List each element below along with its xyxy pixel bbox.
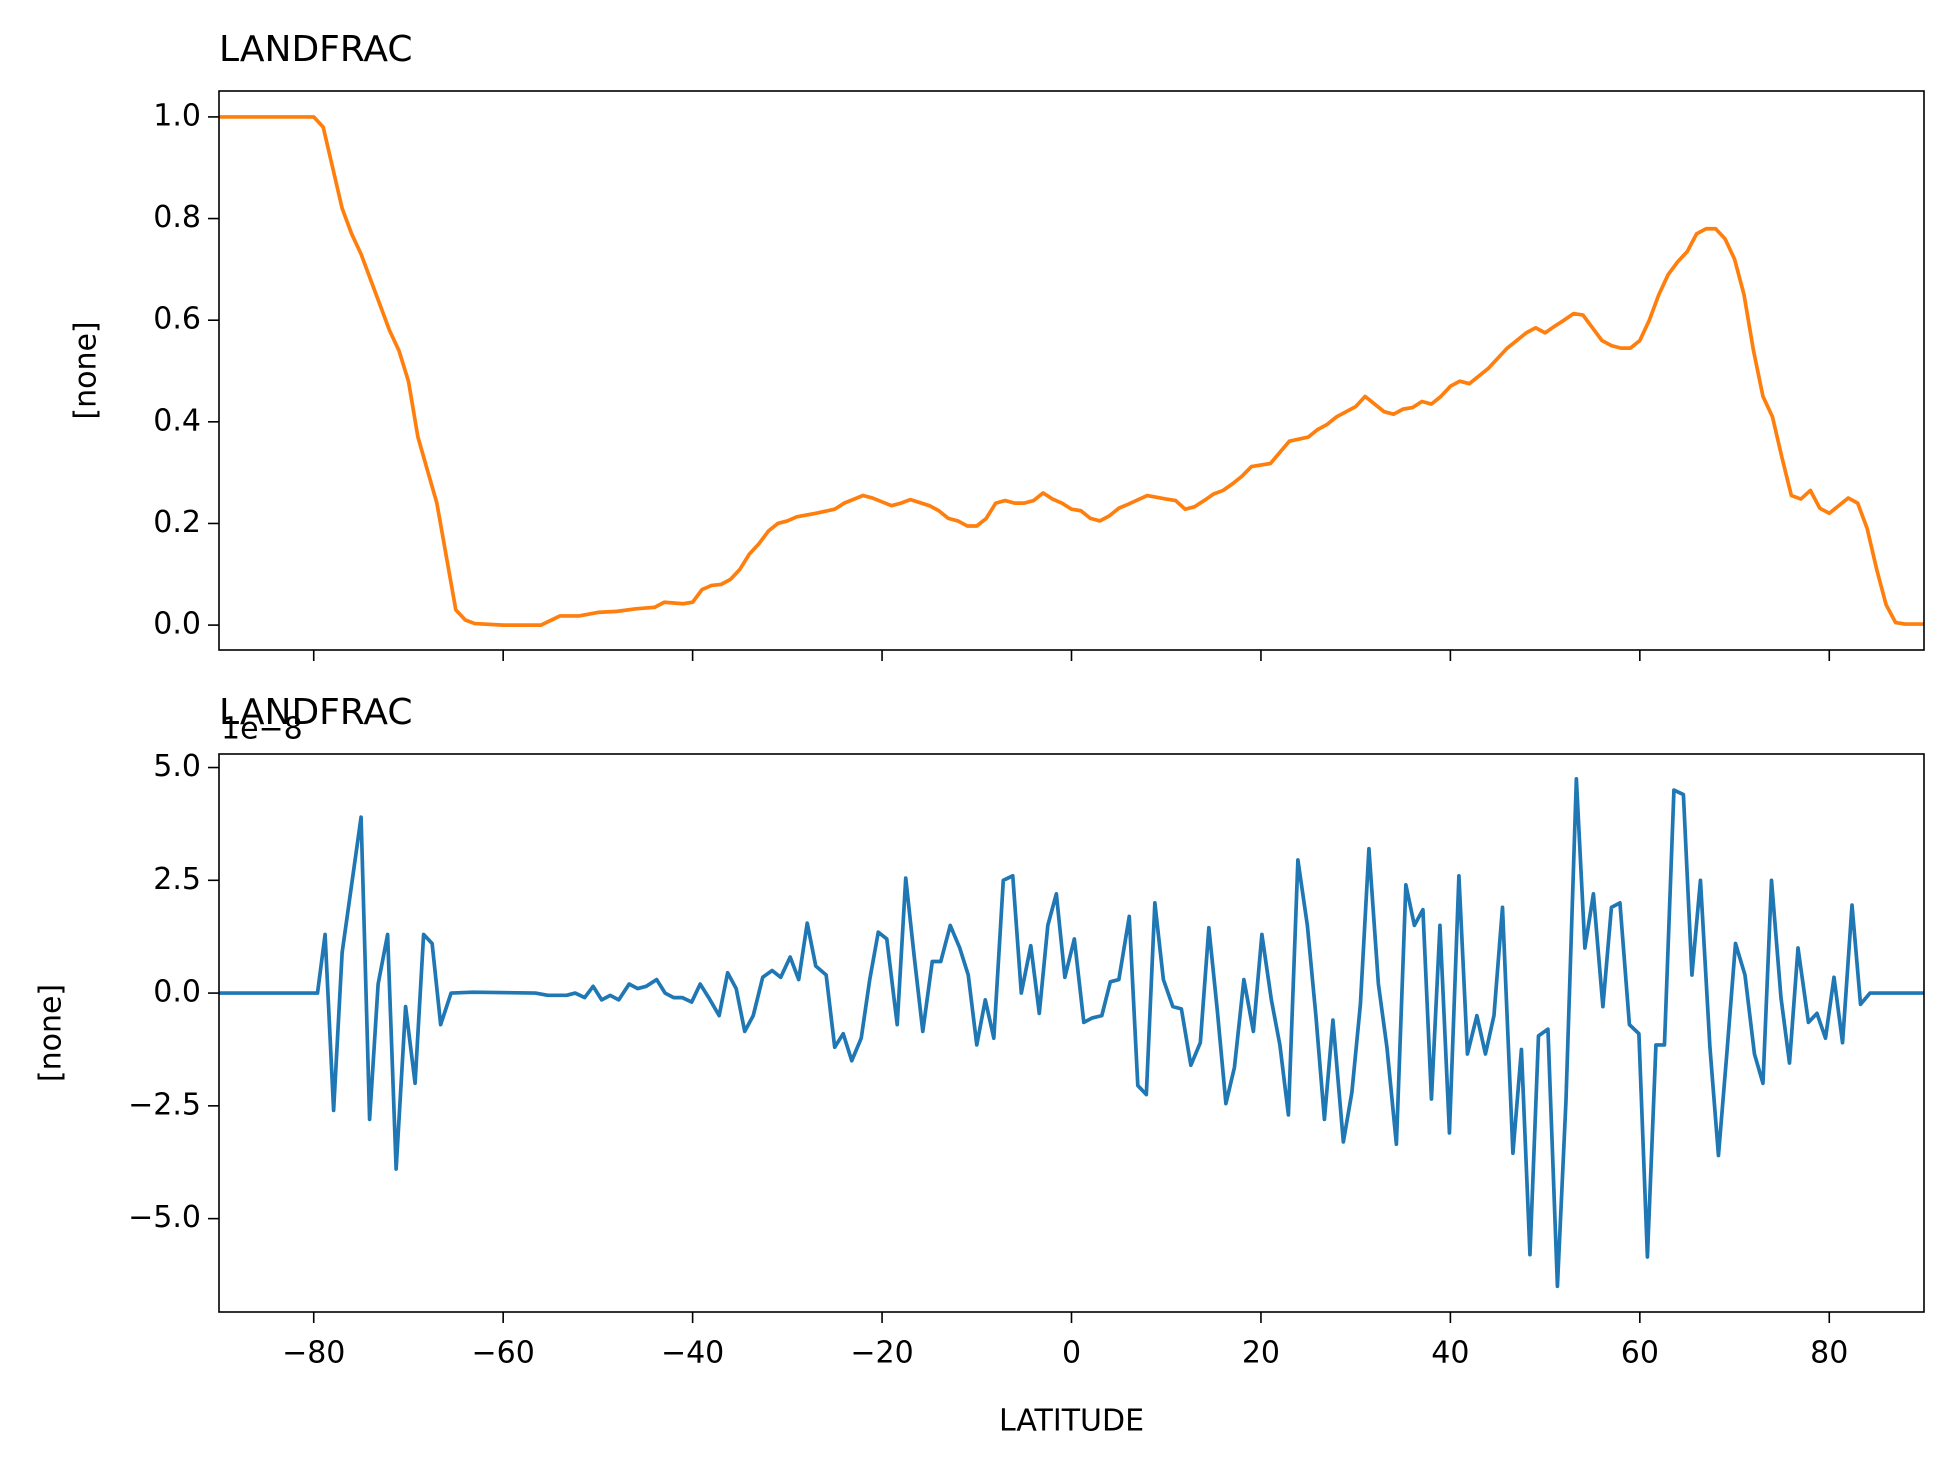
- y-tick-label: 5.0: [153, 749, 201, 784]
- x-tick-label: 40: [1431, 1336, 1469, 1371]
- x-tick-label: 80: [1810, 1336, 1848, 1371]
- axes-title: LANDFRAC: [219, 692, 413, 733]
- y-axis-label: [none]: [69, 321, 104, 419]
- x-tick-label: 20: [1242, 1336, 1280, 1371]
- y-tick-label: 1.0: [153, 98, 201, 133]
- axes-frame: [218, 90, 1925, 651]
- x-axis-label: LATITUDE: [999, 1404, 1144, 1439]
- x-tick-label: 0: [1062, 1336, 1081, 1371]
- y-tick-label: 0.6: [153, 302, 201, 337]
- y-tick-label: −5.0: [128, 1200, 201, 1235]
- y-tick-label: 0.8: [153, 200, 201, 235]
- x-tick-label: −60: [472, 1336, 535, 1371]
- x-tick-label: −80: [282, 1336, 345, 1371]
- y-tick-label: 2.5: [153, 862, 201, 897]
- axes-frame: [218, 753, 1925, 1313]
- x-tick-label: 60: [1621, 1336, 1659, 1371]
- x-tick-label: −20: [850, 1336, 913, 1371]
- y-tick-label: 0.4: [153, 403, 201, 438]
- data-line: [219, 776, 1924, 1289]
- y-axis-label: [none]: [34, 984, 69, 1082]
- axes-title: LANDFRAC: [219, 29, 413, 70]
- y-tick-label: 0.0: [153, 975, 201, 1010]
- y-tick-label: 0.0: [153, 607, 201, 642]
- y-tick-label: −2.5: [128, 1087, 201, 1122]
- offset-label: 1e−8: [221, 712, 303, 747]
- data-line: [219, 115, 1924, 627]
- x-tick-label: −40: [661, 1336, 724, 1371]
- y-tick-label: 0.2: [153, 505, 201, 540]
